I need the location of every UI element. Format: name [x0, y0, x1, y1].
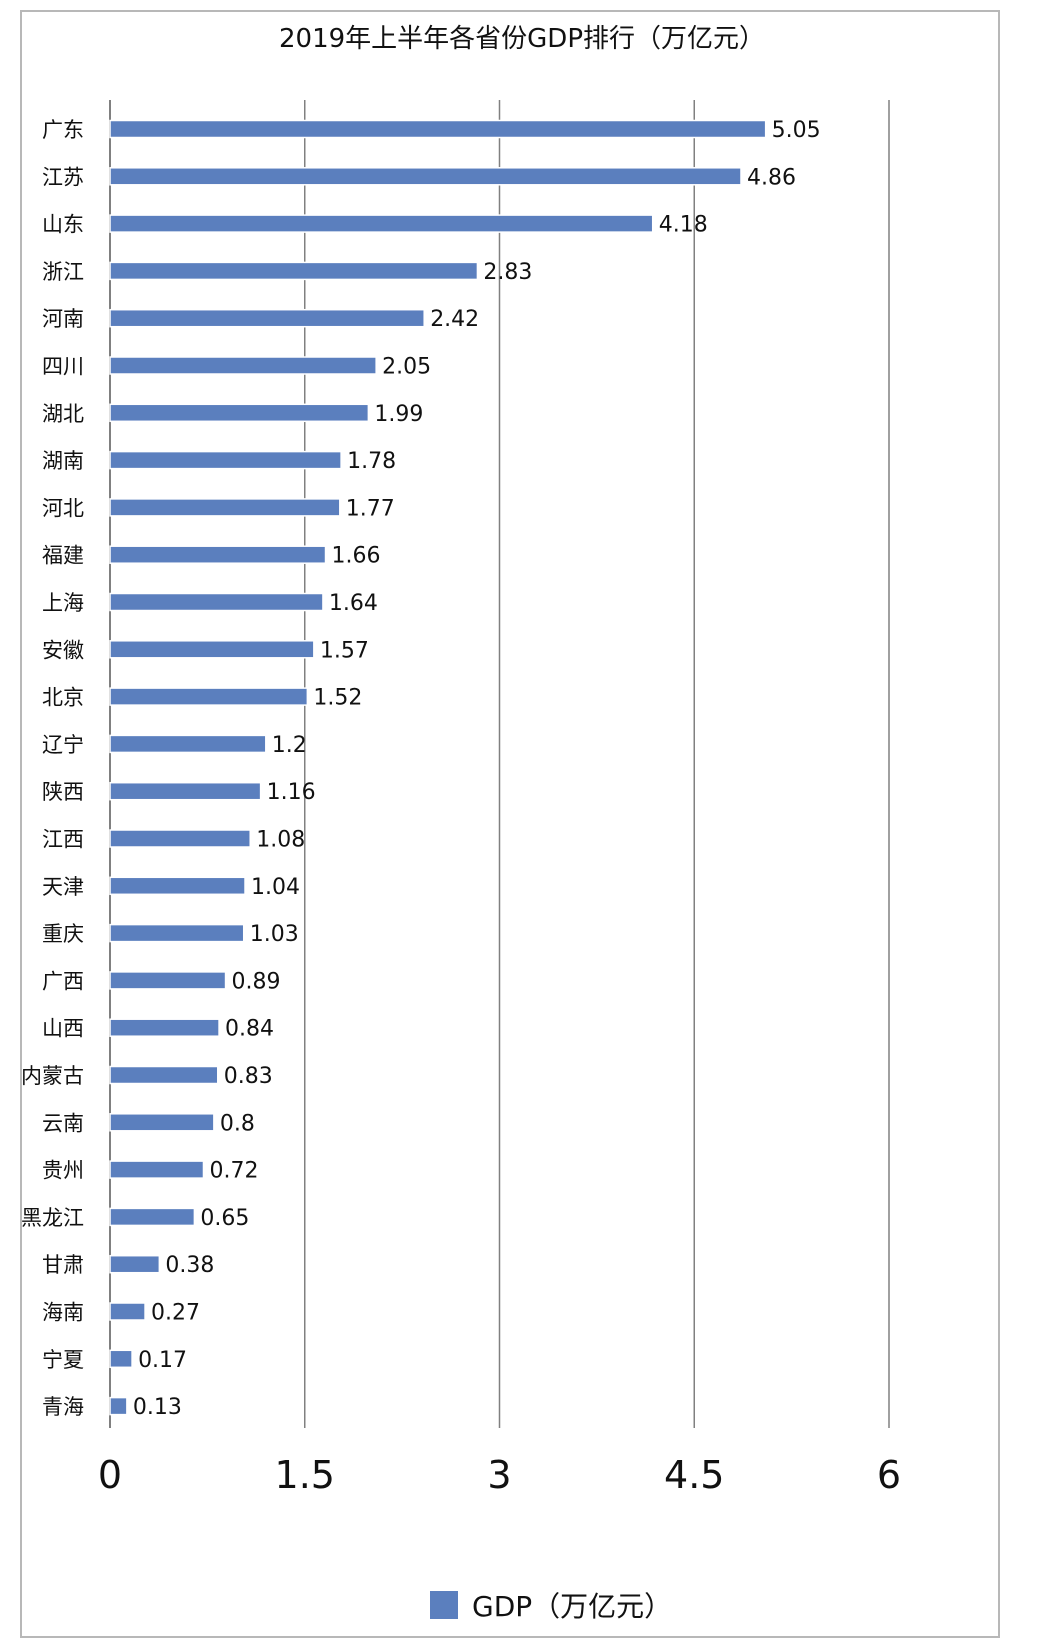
bar	[109, 971, 227, 990]
bars	[109, 119, 767, 1416]
x-tick-label: 4.5	[664, 1453, 724, 1497]
category-label: 福建	[42, 544, 84, 568]
category-label: 内蒙古	[21, 1064, 84, 1088]
data-label: 4.18	[659, 213, 708, 238]
data-label: 1.66	[332, 544, 381, 569]
data-label: 1.16	[267, 780, 316, 805]
bar	[109, 119, 767, 139]
legend: GDP（万亿元）	[430, 1585, 672, 1625]
bar	[109, 261, 479, 281]
data-label: 0.17	[138, 1348, 187, 1373]
data-label: 2.42	[430, 307, 479, 332]
bar	[109, 450, 342, 470]
category-label: 甘肃	[42, 1253, 84, 1277]
bar	[109, 1254, 161, 1274]
category-label: 辽宁	[42, 733, 84, 757]
data-label: 1.77	[346, 496, 395, 521]
category-label: 陕西	[42, 780, 84, 804]
category-label: 河南	[42, 307, 84, 331]
category-label: 河北	[42, 496, 84, 520]
x-tick-label: 1.5	[275, 1453, 335, 1497]
bar	[109, 1349, 133, 1369]
data-label: 1.99	[374, 402, 423, 427]
bar	[109, 923, 245, 943]
bar	[109, 640, 315, 659]
data-labels: 5.05 4.86 4.18 2.832.42 2.05 1.99 1.78 1.77 1.66…	[133, 118, 821, 1420]
legend-label: GDP（万亿元）	[472, 1590, 673, 1623]
bar	[109, 1396, 128, 1416]
category-label: 湖南	[42, 449, 84, 473]
category-label: 宁夏	[42, 1348, 84, 1372]
bar	[109, 498, 341, 517]
category-label: 广东	[42, 118, 84, 142]
bar	[109, 1113, 215, 1132]
category-label: 北京	[42, 686, 84, 710]
bar	[109, 167, 742, 186]
category-label: 江西	[42, 828, 84, 852]
x-tick-label: 6	[877, 1453, 901, 1497]
category-label: 江苏	[42, 165, 84, 189]
category-label: 青海	[42, 1395, 84, 1419]
category-label: 贵州	[42, 1159, 84, 1183]
bar	[109, 545, 327, 564]
data-label: 0.89	[232, 969, 281, 994]
bar	[109, 1018, 220, 1037]
data-label: 0.27	[151, 1301, 200, 1326]
category-label: 天津	[42, 875, 84, 899]
bar	[109, 592, 324, 612]
bar	[109, 1065, 219, 1085]
bar	[109, 403, 370, 423]
chart-title: 2019年上半年各省份GDP排行（万亿元）	[278, 24, 765, 54]
data-label: 1.04	[251, 875, 300, 900]
category-label: 上海	[42, 591, 84, 615]
category-label: 黑龙江	[21, 1206, 84, 1230]
bar	[109, 214, 654, 233]
data-label: 1.78	[347, 449, 396, 474]
bar	[109, 687, 309, 706]
category-label: 山西	[42, 1017, 84, 1041]
x-tick-label: 3	[487, 1453, 511, 1497]
category-label: 重庆	[42, 922, 84, 946]
bar	[109, 734, 267, 754]
data-label: 1.52	[313, 686, 362, 711]
bar	[109, 1207, 196, 1227]
bar	[109, 1160, 205, 1179]
category-label: 安徽	[42, 638, 84, 662]
bar	[109, 308, 425, 328]
data-label: 0.8	[220, 1111, 255, 1136]
bar	[109, 1302, 146, 1321]
data-label: 1.57	[320, 638, 369, 663]
legend-swatch	[430, 1591, 458, 1619]
data-label: 0.65	[200, 1206, 249, 1231]
data-label: 0.84	[225, 1017, 274, 1042]
data-label: 0.83	[224, 1064, 273, 1089]
data-label: 2.83	[483, 260, 532, 285]
data-label: 2.05	[382, 355, 431, 380]
category-label: 湖北	[42, 402, 84, 426]
category-label: 广西	[42, 969, 84, 993]
bar	[109, 876, 246, 896]
bar	[109, 781, 262, 801]
x-tick-label: 0	[98, 1453, 122, 1497]
data-label: 1.2	[272, 733, 307, 758]
data-label: 0.38	[165, 1253, 214, 1278]
data-label: 1.03	[250, 922, 299, 947]
data-label: 1.08	[256, 828, 305, 853]
data-label: 0.72	[209, 1159, 258, 1184]
data-label: 5.05	[772, 118, 821, 143]
category-labels: 广东江苏山东浙江河南四川湖北湖南河北福建上海安徽北京辽宁陕西江西天津重庆广西山西…	[21, 118, 84, 1419]
chart-frame	[20, 10, 1000, 1638]
data-label: 4.86	[747, 165, 796, 190]
category-label: 山东	[42, 213, 84, 237]
category-label: 四川	[42, 355, 84, 379]
data-label: 1.64	[329, 591, 378, 616]
category-label: 浙江	[42, 260, 84, 284]
data-label: 0.13	[133, 1395, 182, 1420]
category-label: 海南	[42, 1301, 84, 1325]
bar	[109, 829, 251, 848]
category-label: 云南	[42, 1111, 84, 1135]
x-tick-labels: 0 1.5 3 4.5 6	[98, 1453, 901, 1497]
bar	[109, 356, 377, 375]
